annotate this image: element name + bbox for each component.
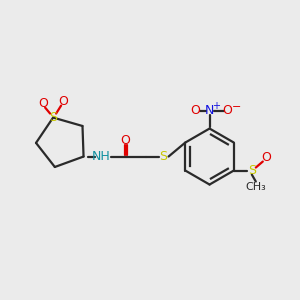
Text: O: O xyxy=(58,95,68,108)
Text: CH₃: CH₃ xyxy=(245,182,266,191)
Text: O: O xyxy=(261,151,271,164)
Text: O: O xyxy=(223,104,232,117)
Text: S: S xyxy=(49,111,57,124)
Text: −: − xyxy=(232,101,241,112)
Text: N: N xyxy=(205,104,214,117)
Text: O: O xyxy=(38,97,48,110)
Text: S: S xyxy=(160,150,168,163)
Text: +: + xyxy=(212,100,220,110)
Text: O: O xyxy=(121,134,130,147)
Text: S: S xyxy=(248,164,256,177)
Text: O: O xyxy=(190,104,200,117)
Text: NH: NH xyxy=(92,150,111,163)
